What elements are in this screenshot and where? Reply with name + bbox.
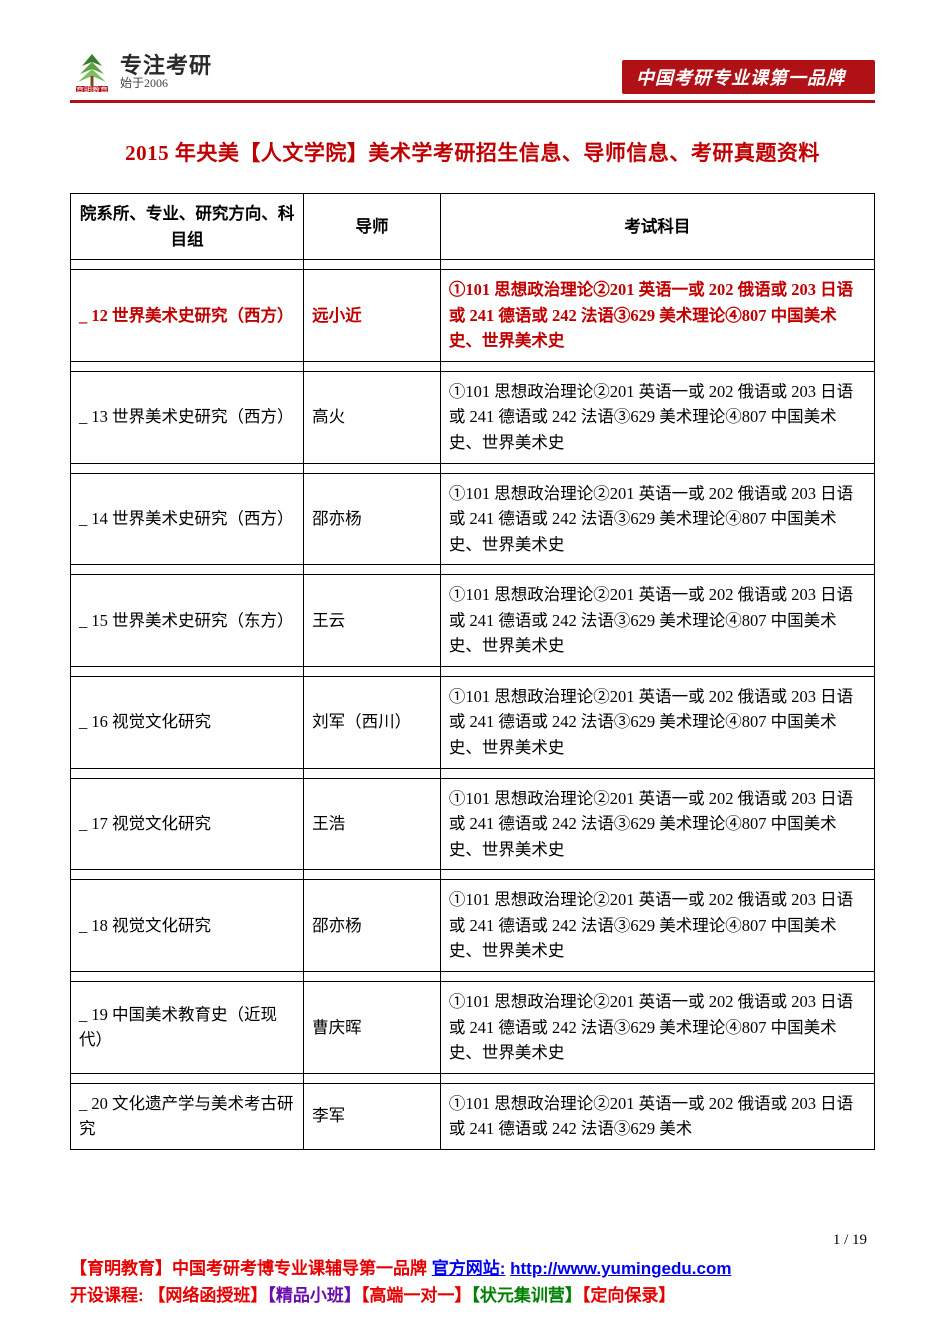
cell-subjects: ①101 思想政治理论②201 英语一或 202 俄语或 203 日语或 241…: [440, 676, 874, 768]
cell-subjects: ①101 思想政治理论②201 英语一或 202 俄语或 203 日语或 241…: [440, 575, 874, 667]
cell-subjects: ①101 思想政治理论②201 英语一或 202 俄语或 203 日语或 241…: [440, 473, 874, 565]
cell-advisor: 高火: [304, 371, 441, 463]
table-row: _ 18 视觉文化研究邵亦杨①101 思想政治理论②201 英语一或 202 俄…: [71, 880, 875, 972]
table-body: _ 12 世界美术史研究（西方）远小近①101 思想政治理论②201 英语一或 …: [71, 260, 875, 1150]
logo-text: 专注考研 始于2006: [120, 54, 212, 90]
table-row: _ 13 世界美术史研究（西方）高火①101 思想政治理论②201 英语一或 2…: [71, 371, 875, 463]
logo-sub-text: 始于2006: [120, 77, 212, 90]
th-advisor: 导师: [304, 194, 441, 260]
cell-advisor: 远小近: [304, 270, 441, 362]
cell-subjects: ①101 思想政治理论②201 英语一或 202 俄语或 203 日语或 241…: [440, 1083, 874, 1149]
table-spacer-row: [71, 565, 875, 575]
footer-site-label: 官方网站:: [432, 1259, 506, 1278]
th-subjects: 考试科目: [440, 194, 874, 260]
document-title: 2015 年央美【人文学院】美术学考研招生信息、导师信息、考研真题资料: [70, 137, 875, 167]
footer-brand: 【育明教育】中国考研考博专业课辅导第一品牌: [70, 1259, 427, 1278]
table-spacer-row: [71, 361, 875, 371]
table-row: _ 17 视觉文化研究王浩①101 思想政治理论②201 英语一或 202 俄语…: [71, 778, 875, 870]
cell-direction: _ 16 视觉文化研究: [71, 676, 304, 768]
cell-subjects: ①101 思想政治理论②201 英语一或 202 俄语或 203 日语或 241…: [440, 981, 874, 1073]
cell-advisor: 曹庆晖: [304, 981, 441, 1073]
cell-direction: _ 20 文化遗产学与美术考古研究: [71, 1083, 304, 1149]
footer-course-items: 【网络函授班】【精品小班】【高端一对一】【状元集训营】【定向保录】: [148, 1286, 675, 1305]
footer-site-link[interactable]: http://www.yumingedu.com: [510, 1259, 731, 1278]
cell-advisor: 邵亦杨: [304, 880, 441, 972]
cell-advisor: 刘军（西川）: [304, 676, 441, 768]
cell-direction: _ 13 世界美术史研究（西方）: [71, 371, 304, 463]
table-spacer-row: [71, 463, 875, 473]
cell-advisor: 王浩: [304, 778, 441, 870]
cell-direction: _ 14 世界美术史研究（西方）: [71, 473, 304, 565]
footer-course-item: 【精品小班】: [267, 1286, 361, 1305]
table-row: _ 20 文化遗产学与美术考古研究李军①101 思想政治理论②201 英语一或 …: [71, 1083, 875, 1149]
cell-direction: _ 18 视觉文化研究: [71, 880, 304, 972]
cell-subjects: ①101 思想政治理论②201 英语一或 202 俄语或 203 日语或 241…: [440, 880, 874, 972]
table-spacer-row: [71, 971, 875, 981]
page: 育明教育 专注考研 始于2006 中国考研专业课第一品牌 2015 年央美【人文…: [0, 0, 945, 1337]
cell-advisor: 李军: [304, 1083, 441, 1149]
table-row: _ 15 世界美术史研究（东方）王云①101 思想政治理论②201 英语一或 2…: [71, 575, 875, 667]
header-rule: [70, 100, 875, 103]
footer-line-1: 【育明教育】中国考研考博专业课辅导第一品牌 官方网站: http://www.y…: [70, 1256, 875, 1282]
table-spacer-row: [71, 260, 875, 270]
table-row: _ 16 视觉文化研究刘军（西川）①101 思想政治理论②201 英语一或 20…: [71, 676, 875, 768]
cell-subjects: ①101 思想政治理论②201 英语一或 202 俄语或 203 日语或 241…: [440, 371, 874, 463]
cell-direction: _ 19 中国美术教育史（近现代）: [71, 981, 304, 1073]
table-header-row: 院系所、专业、研究方向、科目组 导师 考试科目: [71, 194, 875, 260]
admission-table: 院系所、专业、研究方向、科目组 导师 考试科目 _ 12 世界美术史研究（西方）…: [70, 193, 875, 1150]
logo-block: 育明教育 专注考研 始于2006: [70, 50, 212, 94]
table-spacer-row: [71, 666, 875, 676]
page-header: 育明教育 专注考研 始于2006 中国考研专业课第一品牌: [70, 50, 875, 98]
table-spacer-row: [71, 768, 875, 778]
footer-courses-label: 开设课程:: [70, 1286, 144, 1305]
cell-subjects: ①101 思想政治理论②201 英语一或 202 俄语或 203 日语或 241…: [440, 270, 874, 362]
table-spacer-row: [71, 870, 875, 880]
footer-course-item: 【状元集训营】: [471, 1286, 582, 1305]
logo-main-text: 专注考研: [120, 54, 212, 77]
th-direction: 院系所、专业、研究方向、科目组: [71, 194, 304, 260]
cell-direction: _ 17 视觉文化研究: [71, 778, 304, 870]
footer-course-item: 【定向保录】: [582, 1286, 676, 1305]
brand-badge: 中国考研专业课第一品牌: [622, 60, 875, 94]
logo-icon: 育明教育: [70, 50, 114, 94]
footer-line-2: 开设课程: 【网络函授班】【精品小班】【高端一对一】【状元集训营】【定向保录】: [70, 1283, 875, 1309]
footer-course-item: 【高端一对一】: [361, 1286, 472, 1305]
table-row: _ 19 中国美术教育史（近现代）曹庆晖①101 思想政治理论②201 英语一或…: [71, 981, 875, 1073]
cell-direction: _ 12 世界美术史研究（西方）: [71, 270, 304, 362]
cell-advisor: 王云: [304, 575, 441, 667]
table-row: _ 12 世界美术史研究（西方）远小近①101 思想政治理论②201 英语一或 …: [71, 270, 875, 362]
page-footer: 【育明教育】中国考研考博专业课辅导第一品牌 官方网站: http://www.y…: [70, 1256, 875, 1309]
cell-advisor: 邵亦杨: [304, 473, 441, 565]
table-row: _ 14 世界美术史研究（西方）邵亦杨①101 思想政治理论②201 英语一或 …: [71, 473, 875, 565]
page-number: 1 / 19: [833, 1232, 867, 1249]
footer-course-item: 【网络函授班】: [148, 1286, 267, 1305]
cell-direction: _ 15 世界美术史研究（东方）: [71, 575, 304, 667]
table-spacer-row: [71, 1073, 875, 1083]
logo-caption: 育明教育: [70, 85, 114, 96]
cell-subjects: ①101 思想政治理论②201 英语一或 202 俄语或 203 日语或 241…: [440, 778, 874, 870]
